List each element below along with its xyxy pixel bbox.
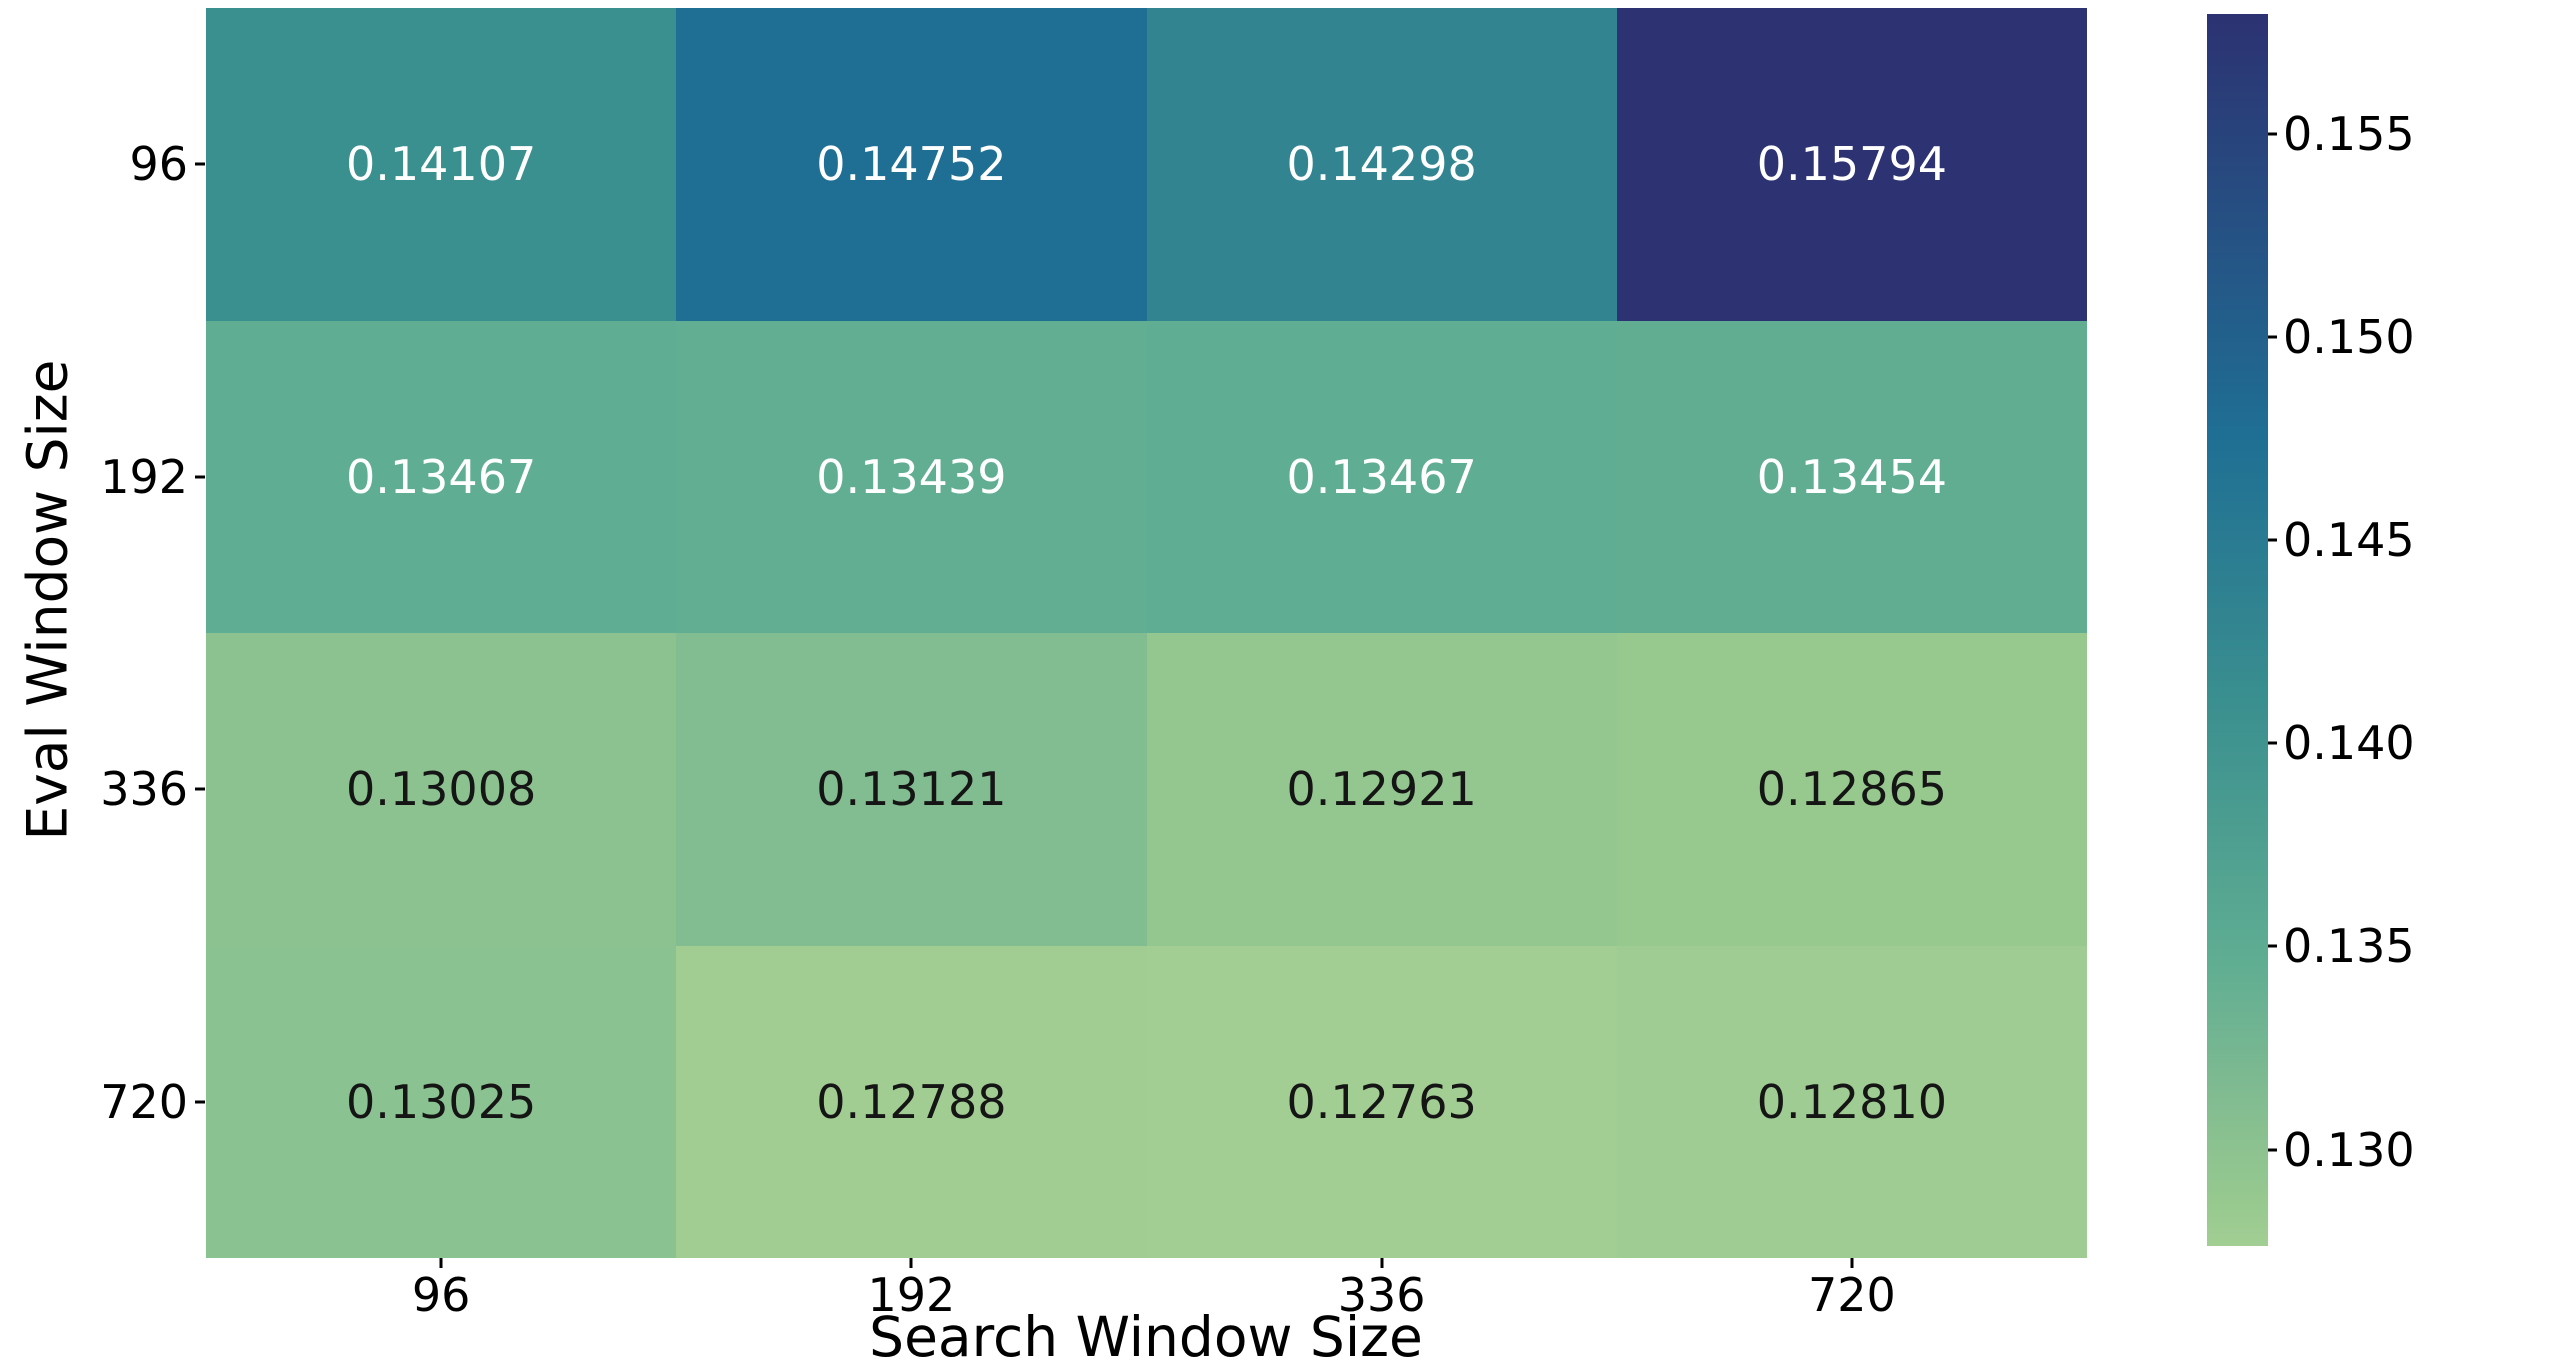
- heatmap-cell: 0.13467: [206, 320, 677, 633]
- heatmap-cell: 0.12810: [1616, 945, 2087, 1258]
- cell-value: 0.12810: [1756, 1074, 1947, 1129]
- cell-value: 0.13467: [1286, 449, 1477, 504]
- colorbar-tick-mark: [2268, 132, 2277, 135]
- colorbar-tick-label: 0.150: [2283, 309, 2415, 364]
- cell-value: 0.12788: [816, 1074, 1007, 1129]
- cell-value: 0.13008: [346, 762, 537, 817]
- colorbar-tick-mark: [2268, 538, 2277, 542]
- cell-value: 0.13467: [346, 449, 537, 504]
- x-tick-label: 336: [1337, 1268, 1426, 1322]
- x-tick-label: 720: [1807, 1268, 1896, 1322]
- cell-value: 0.13439: [816, 449, 1007, 504]
- heatmap-cell: 0.13008: [206, 633, 677, 946]
- heatmap-cell: 0.13454: [1616, 320, 2087, 633]
- x-tick-mark: [1850, 1258, 1854, 1268]
- colorbar: [2207, 14, 2268, 1246]
- cell-value: 0.13121: [816, 762, 1007, 817]
- colorbar-tick-mark: [2268, 944, 2277, 948]
- heatmap-plot-area: 0.14107 0.14752 0.14298 0.15794 0.13467 0.134…: [206, 8, 2087, 1258]
- heatmap-cell: 0.13467: [1146, 320, 1617, 633]
- colorbar-tick-mark: [2268, 1148, 2277, 1152]
- cell-value: 0.15794: [1756, 137, 1947, 192]
- cell-value: 0.14752: [816, 137, 1007, 192]
- heatmap-cell: 0.13121: [676, 633, 1147, 946]
- cell-value: 0.14107: [346, 137, 537, 192]
- cell-value: 0.13025: [346, 1074, 537, 1129]
- cell-value: 0.12763: [1286, 1074, 1477, 1129]
- heatmap-cell: 0.14752: [676, 8, 1147, 321]
- colorbar-tick-mark: [2268, 741, 2277, 745]
- y-tick-mark: [195, 1100, 205, 1104]
- colorbar-tick-label: 0.130: [2283, 1122, 2415, 1177]
- heatmap-cell: 0.13439: [676, 320, 1147, 633]
- y-tick-mark: [195, 162, 205, 166]
- heatmap-cell: 0.12763: [1146, 945, 1617, 1258]
- cell-value: 0.12865: [1756, 762, 1947, 817]
- colorbar-tick-label: 0.135: [2283, 919, 2415, 974]
- x-tick-mark: [909, 1258, 913, 1268]
- y-tick-mark: [195, 475, 205, 479]
- x-tick-mark: [1380, 1258, 1384, 1268]
- heatmap-cell: 0.12921: [1146, 633, 1617, 946]
- x-axis-label: Search Window Size: [869, 1305, 1423, 1369]
- heatmap-cell: 0.13025: [206, 945, 677, 1258]
- y-tick-mark: [195, 787, 205, 791]
- colorbar-tick-label: 0.145: [2283, 512, 2415, 567]
- colorbar-tick-label: 0.140: [2283, 716, 2415, 771]
- heatmap-cell: 0.14298: [1146, 8, 1617, 321]
- cell-value: 0.14298: [1286, 137, 1477, 192]
- cell-value: 0.12921: [1286, 762, 1477, 817]
- y-tick-label: 96: [129, 137, 188, 192]
- colorbar-tick-label: 0.155: [2283, 106, 2415, 161]
- y-tick-label: 336: [100, 762, 188, 817]
- heatmap-cell: 0.12788: [676, 945, 1147, 1258]
- x-tick-mark: [439, 1258, 443, 1268]
- colorbar-tick-mark: [2268, 335, 2277, 339]
- cell-value: 0.13454: [1756, 449, 1947, 504]
- x-tick-label: 96: [411, 1268, 471, 1322]
- x-tick-label: 192: [867, 1268, 956, 1322]
- heatmap-cell: 0.15794: [1616, 8, 2087, 321]
- y-tick-label: 192: [100, 449, 188, 504]
- y-tick-label: 720: [100, 1074, 188, 1129]
- heatmap-cell: 0.12865: [1616, 633, 2087, 946]
- heatmap-cell: 0.14107: [206, 8, 677, 321]
